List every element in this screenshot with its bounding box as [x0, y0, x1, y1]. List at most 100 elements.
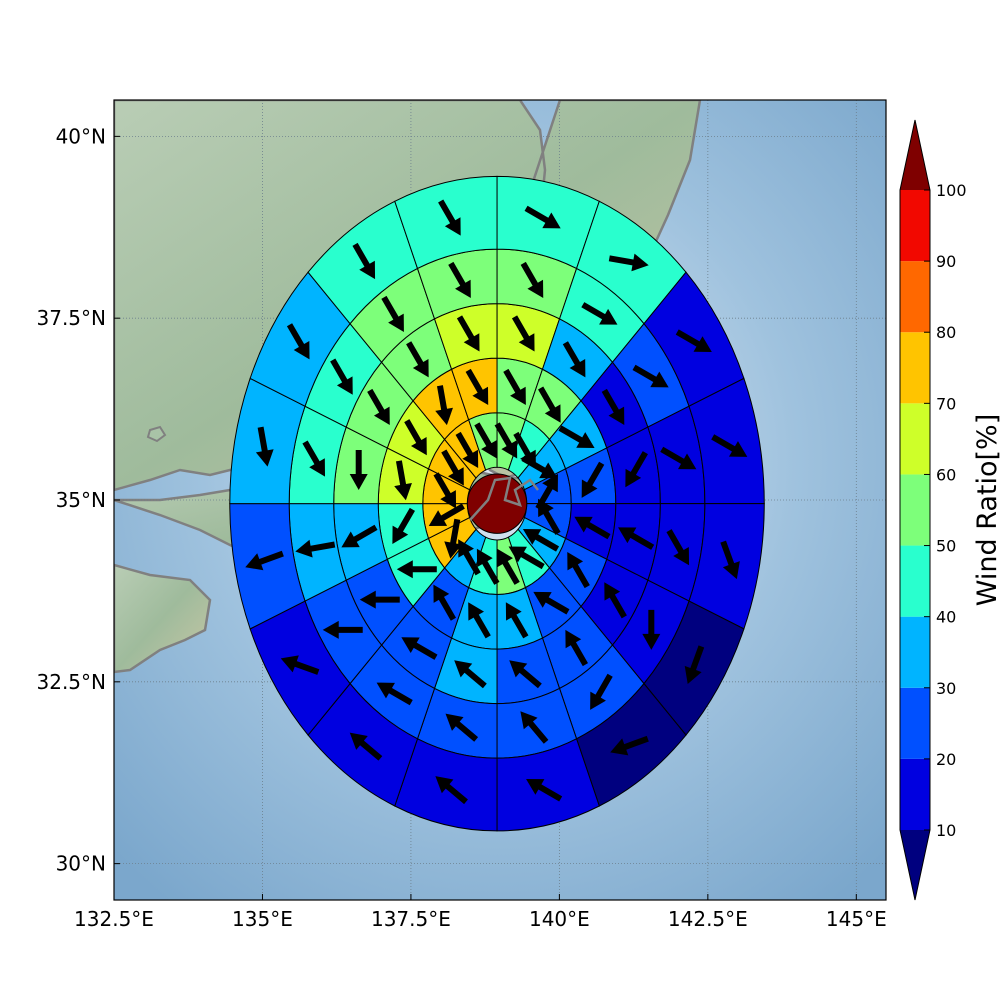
wind-arrow: [441, 449, 464, 486]
colorbar-tick-label: 40: [936, 608, 956, 627]
wind-arrow: [458, 539, 481, 576]
wind-arrow: [666, 529, 690, 566]
wind-arrow: [396, 560, 437, 579]
wind-arrow: [445, 713, 479, 742]
colorbar-tick-label: 60: [936, 465, 956, 484]
wind-arrow: [513, 431, 536, 469]
wind-arrow: [245, 550, 284, 571]
colorbar-segment: [900, 261, 930, 333]
wind-arrow: [524, 205, 561, 229]
colorbar-segment: [900, 545, 930, 617]
x-axis: 132.5°E 135°E 137.5°E 140°E 142.5°E 145°E: [74, 894, 887, 931]
wind-arrow: [455, 431, 479, 469]
wind-arrow: [454, 660, 487, 689]
colorbar-tick-label: 100: [936, 181, 967, 200]
wind-arrow: [520, 711, 549, 744]
wind-arrow: [330, 358, 353, 395]
wind-arrow: [494, 422, 518, 459]
land-sado: [146, 425, 167, 443]
wind-arrow: [468, 602, 491, 639]
wind-arrow: [521, 455, 558, 479]
wind-arrow: [558, 425, 595, 448]
wind-arrow: [255, 426, 274, 467]
wind-arrow: [562, 341, 586, 378]
colorbar-segment: [900, 190, 930, 262]
wind-arrow: [295, 539, 336, 558]
y-tick-label: 40°N: [56, 124, 106, 148]
wind-arrow: [642, 609, 661, 650]
y-tick-label: 30°N: [56, 852, 106, 876]
wind-arrow: [675, 329, 712, 353]
wind-arrow: [608, 253, 649, 272]
wind-arrow: [720, 540, 740, 580]
colorbar-segment: [900, 474, 930, 546]
wind-arrow: [433, 472, 457, 509]
colorbar-tick-label: 90: [936, 252, 956, 271]
wind-arrow: [456, 315, 480, 352]
map-panel: [114, 100, 886, 900]
colorbar-segment: [900, 403, 930, 475]
wind-arrow: [660, 446, 697, 470]
wind-arrow: [302, 440, 326, 477]
colorbar-tick-label: 20: [936, 750, 956, 769]
wind-arrow: [567, 551, 590, 589]
y-tick-label: 32.5°N: [37, 670, 107, 694]
colorbar-segment: [900, 332, 930, 404]
wind-arrow: [684, 645, 705, 685]
y-tick-label: 37.5°N: [37, 306, 107, 330]
colorbar-tick-label: 30: [936, 679, 956, 698]
wind-arrow: [509, 660, 542, 689]
land-shikoku: [114, 563, 212, 674]
x-tick-label: 142.5°E: [668, 907, 748, 931]
wind-arrow: [435, 776, 468, 805]
wind-arrow: [522, 528, 560, 552]
wind-arrow: [465, 368, 489, 406]
wind-arrow: [604, 582, 627, 619]
y-axis: 30°N 32.5°N 35°N 37.5°N 40°N: [37, 124, 120, 876]
x-tick-label: 132.5°E: [74, 907, 154, 931]
wind-arrow: [448, 261, 471, 299]
wind-arrow: [428, 503, 465, 527]
wind-arrow: [322, 620, 363, 639]
wind-arrow: [476, 548, 500, 585]
sector-cell: [394, 175, 498, 270]
wind-arrow: [610, 735, 649, 756]
wind-arrow: [474, 422, 497, 459]
wind-arrow: [381, 295, 404, 332]
colorbar-tick-label: 70: [936, 394, 956, 413]
wind-arrow: [349, 732, 383, 761]
colorbar-tick-label: 10: [936, 821, 956, 840]
wind-arrow: [392, 507, 415, 545]
wind-arrow: [406, 341, 429, 378]
wind-arrow: [341, 524, 378, 548]
wind-arrow: [352, 242, 376, 280]
wind-arrow: [520, 261, 544, 299]
wind-arrow: [601, 388, 625, 425]
wind-arrow: [444, 518, 462, 559]
colorbar: 10 20 30 40 50 60 70 80 90 100 Wind Ratio[%]: [899, 119, 1000, 901]
wind-arrow: [565, 629, 588, 667]
x-tick-label: 135°E: [232, 907, 293, 931]
colorbar-segment: [900, 616, 930, 688]
wind-arrow: [508, 546, 545, 570]
wind-arrow: [376, 682, 413, 706]
wind-arrow: [581, 302, 618, 325]
x-tick-label: 145°E: [826, 907, 887, 931]
wind-arrow: [618, 527, 655, 550]
wind-arrow: [404, 419, 427, 456]
wind-arrow: [435, 385, 453, 426]
wind-arrow: [590, 673, 613, 710]
wind-arrow: [538, 386, 561, 423]
colorbar-segment: [900, 687, 930, 759]
wind-arrow: [367, 388, 390, 425]
colorbar-segment: [900, 758, 930, 830]
wind-arrow: [526, 778, 563, 802]
wind-arrow: [433, 584, 457, 621]
colorbar-label: Wind Ratio[%]: [972, 414, 1000, 606]
wind-arrow: [286, 323, 310, 360]
wind-vectors: [245, 199, 748, 805]
wind-arrow: [401, 637, 438, 660]
wind-arrow: [497, 548, 520, 585]
center-disc: [466, 473, 528, 534]
